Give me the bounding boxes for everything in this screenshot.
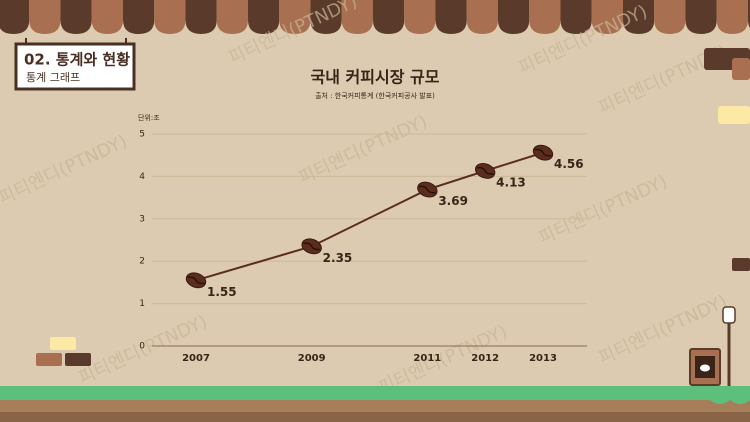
value-label: 1.55 xyxy=(207,285,237,299)
lamp xyxy=(722,306,736,324)
y-tick-label: 3 xyxy=(139,214,145,224)
value-label: 4.56 xyxy=(554,157,584,171)
brick xyxy=(732,58,750,80)
x-tick-label: 2011 xyxy=(413,353,441,364)
brick xyxy=(50,337,76,350)
header-box xyxy=(14,42,136,91)
y-tick-label: 2 xyxy=(139,257,145,267)
awning-stripe xyxy=(623,0,655,34)
awning-stripe xyxy=(248,0,280,34)
brick xyxy=(718,106,750,124)
awning-stripe xyxy=(560,0,592,34)
awning-stripe xyxy=(529,0,561,34)
grass xyxy=(0,386,750,404)
x-tick-label: 2012 xyxy=(471,353,499,364)
awning-stripe xyxy=(91,0,123,34)
awning-stripe xyxy=(310,0,342,34)
awning-stripe xyxy=(716,0,748,34)
y-tick-label: 1 xyxy=(139,299,145,309)
y-tick-label: 5 xyxy=(139,130,145,140)
value-label: 3.69 xyxy=(438,194,468,208)
bean-crease xyxy=(418,185,436,194)
bean xyxy=(474,162,496,179)
watermark: 피티엔디(PTNDY) xyxy=(535,171,670,249)
dirt-stripe xyxy=(0,412,750,422)
value-label: 4.13 xyxy=(496,175,526,189)
awning-stripe xyxy=(498,0,530,34)
awning-stripe xyxy=(341,0,373,34)
awning-stripe xyxy=(591,0,623,34)
bean xyxy=(417,181,438,198)
awning-stripe xyxy=(154,0,186,34)
awning-stripe xyxy=(404,0,436,34)
x-tick-label: 2013 xyxy=(529,353,557,364)
brick xyxy=(65,353,91,366)
header-title: 02. 통계와 현황 xyxy=(24,51,130,69)
bean-crease xyxy=(303,242,321,251)
awning-stripe xyxy=(216,0,248,34)
plot: 0 1 2 3 4 5 2007 2009 2011 2012 2013 1.55 2.35 3.69 4.… xyxy=(139,130,587,364)
chart-subtitle: 출처 : 한국커피통계 (한국커피공사 발표) xyxy=(315,91,435,100)
cup-icon xyxy=(700,364,710,372)
awning-stripe xyxy=(654,0,686,34)
awning-stripe xyxy=(685,0,717,34)
awning-stripe xyxy=(0,0,30,34)
header-subtitle: 통계 그래프 xyxy=(26,71,80,84)
chart-title: 국내 커피시장 규모 xyxy=(311,68,440,87)
bean xyxy=(185,272,207,289)
bean xyxy=(301,238,322,255)
unit-label: 단위:조 xyxy=(138,113,160,122)
awning-stripe xyxy=(373,0,405,34)
awning-stripe xyxy=(60,0,92,34)
x-tick-label: 2007 xyxy=(182,353,210,364)
awning-stripe xyxy=(185,0,217,34)
watermark: 피티엔디(PTNDY) xyxy=(295,111,430,189)
watermark: 피티엔디(PTNDY) xyxy=(0,131,131,209)
awning-stripe xyxy=(123,0,155,34)
bean-crease xyxy=(534,148,552,157)
brick xyxy=(732,258,750,271)
awning-stripe xyxy=(435,0,467,34)
bean-crease xyxy=(187,276,205,285)
x-tick-label: 2009 xyxy=(298,353,326,364)
awning-stripe xyxy=(29,0,61,34)
brick xyxy=(36,353,62,366)
value-label: 2.35 xyxy=(323,251,353,265)
y-tick-label: 0 xyxy=(139,342,145,352)
bean xyxy=(532,144,554,161)
awning xyxy=(0,0,750,34)
y-tick-label: 4 xyxy=(139,172,145,182)
awning-stripe xyxy=(279,0,311,34)
bean-crease xyxy=(476,166,494,175)
awning-stripe xyxy=(466,0,498,34)
